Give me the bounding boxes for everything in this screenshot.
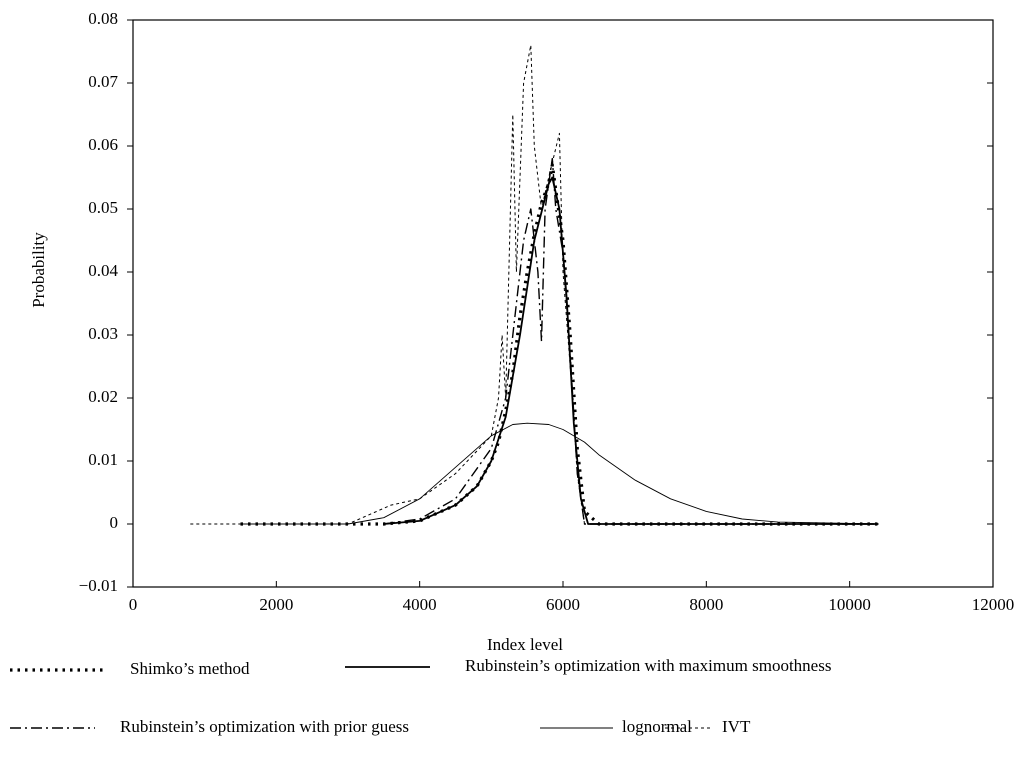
series-line	[190, 44, 879, 525]
x-tick-label: 10000	[828, 595, 871, 614]
y-tick-label: 0.08	[88, 9, 118, 28]
x-tick-label: 0	[129, 595, 138, 614]
y-tick-label: 0.06	[88, 135, 118, 154]
x-tick-label: 8000	[689, 595, 723, 614]
y-tick-label: 0	[110, 513, 119, 532]
x-tick-label: 6000	[546, 595, 580, 614]
y-tick-label: 0.01	[88, 450, 118, 469]
series-line	[240, 422, 879, 525]
x-tick-label: 4000	[403, 595, 437, 614]
legend-label: Shimko’s method	[130, 659, 250, 678]
x-tick-label: 2000	[259, 595, 293, 614]
y-tick-label: 0.02	[88, 387, 118, 406]
legend-label: IVT	[722, 717, 751, 736]
legend-label: Rubinstein’s optimization with prior gue…	[120, 717, 409, 736]
x-axis-label: Index level	[487, 635, 563, 654]
y-tick-label: 0.05	[88, 198, 118, 217]
y-axis-label: Probability	[29, 232, 48, 308]
y-tick-label: 0.07	[88, 72, 118, 91]
plot-frame	[132, 19, 994, 588]
y-tick-label: 0.04	[88, 261, 118, 280]
series-line	[383, 176, 879, 525]
legend-label: lognormal	[622, 717, 692, 736]
y-tick-label: −0.01	[79, 576, 118, 595]
legend-label: Rubinstein’s optimization with maximum s…	[465, 656, 831, 675]
series-line	[240, 163, 879, 526]
series-line	[383, 157, 879, 525]
x-tick-label: 12000	[972, 595, 1015, 614]
y-tick-label: 0.03	[88, 324, 118, 343]
